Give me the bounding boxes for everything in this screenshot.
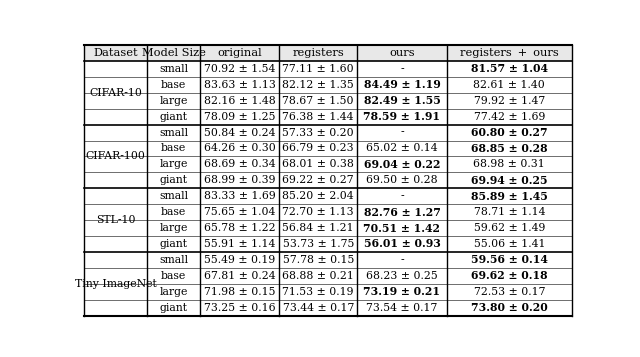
Text: 55.91 ± 1.14: 55.91 ± 1.14 <box>204 239 275 249</box>
Text: ours: ours <box>389 48 415 58</box>
Text: 71.53 ± 0.19: 71.53 ± 0.19 <box>282 287 354 297</box>
Text: 81.57 ± 1.04: 81.57 ± 1.04 <box>471 64 548 74</box>
Text: 68.98 ± 0.31: 68.98 ± 0.31 <box>474 159 545 169</box>
Text: 68.88 ± 0.21: 68.88 ± 0.21 <box>282 271 354 281</box>
Text: 65.02 ± 0.14: 65.02 ± 0.14 <box>366 144 438 154</box>
Text: 68.01 ± 0.38: 68.01 ± 0.38 <box>282 159 354 169</box>
Text: 55.06 ± 1.41: 55.06 ± 1.41 <box>474 239 545 249</box>
Text: 83.33 ± 1.69: 83.33 ± 1.69 <box>204 191 276 201</box>
Text: 66.79 ± 0.23: 66.79 ± 0.23 <box>282 144 354 154</box>
Text: -: - <box>400 127 404 137</box>
Text: 76.38 ± 1.44: 76.38 ± 1.44 <box>282 112 354 122</box>
Text: small: small <box>159 64 188 74</box>
Text: CIFAR-100: CIFAR-100 <box>86 151 146 161</box>
Text: small: small <box>159 191 188 201</box>
Text: -: - <box>400 255 404 265</box>
Text: giant: giant <box>160 239 188 249</box>
Text: 67.81 ± 0.24: 67.81 ± 0.24 <box>204 271 275 281</box>
Text: registers  +  ours: registers + ours <box>460 48 559 58</box>
Text: 60.80 ± 0.27: 60.80 ± 0.27 <box>471 127 548 138</box>
Text: 77.11 ± 1.60: 77.11 ± 1.60 <box>282 64 354 74</box>
Text: 56.01 ± 0.93: 56.01 ± 0.93 <box>364 238 440 250</box>
Text: 78.09 ± 1.25: 78.09 ± 1.25 <box>204 112 275 122</box>
Text: registers: registers <box>292 48 344 58</box>
Text: base: base <box>161 271 186 281</box>
Text: 83.63 ± 1.13: 83.63 ± 1.13 <box>204 80 276 90</box>
Text: 70.92 ± 1.54: 70.92 ± 1.54 <box>204 64 275 74</box>
Text: 50.84 ± 0.24: 50.84 ± 0.24 <box>204 127 275 137</box>
Text: large: large <box>159 287 188 297</box>
Text: 68.85 ± 0.28: 68.85 ± 0.28 <box>471 143 548 154</box>
Text: -: - <box>400 191 404 201</box>
Text: 68.99 ± 0.39: 68.99 ± 0.39 <box>204 175 275 185</box>
Text: 73.80 ± 0.20: 73.80 ± 0.20 <box>471 302 548 313</box>
Text: 68.69 ± 0.34: 68.69 ± 0.34 <box>204 159 275 169</box>
Text: 73.54 ± 0.17: 73.54 ± 0.17 <box>366 303 438 313</box>
Text: 82.61 ± 1.40: 82.61 ± 1.40 <box>474 80 545 90</box>
Text: 70.51 ± 1.42: 70.51 ± 1.42 <box>364 222 440 233</box>
Text: base: base <box>161 144 186 154</box>
Text: 73.25 ± 0.16: 73.25 ± 0.16 <box>204 303 275 313</box>
Text: Tiny ImageNet: Tiny ImageNet <box>75 279 157 289</box>
Text: 82.12 ± 1.35: 82.12 ± 1.35 <box>282 80 354 90</box>
Text: 68.23 ± 0.25: 68.23 ± 0.25 <box>366 271 438 281</box>
Text: small: small <box>159 127 188 137</box>
Text: 73.44 ± 0.17: 73.44 ± 0.17 <box>282 303 354 313</box>
Text: 82.16 ± 1.48: 82.16 ± 1.48 <box>204 96 276 106</box>
Text: 65.78 ± 1.22: 65.78 ± 1.22 <box>204 223 275 233</box>
Text: 69.22 ± 0.27: 69.22 ± 0.27 <box>282 175 354 185</box>
Text: large: large <box>159 159 188 169</box>
Text: 72.70 ± 1.13: 72.70 ± 1.13 <box>282 207 354 217</box>
Text: 72.53 ± 0.17: 72.53 ± 0.17 <box>474 287 545 297</box>
Text: CIFAR-10: CIFAR-10 <box>89 88 142 98</box>
Text: STL-10: STL-10 <box>96 215 136 225</box>
Text: 55.49 ± 0.19: 55.49 ± 0.19 <box>204 255 275 265</box>
Text: 69.50 ± 0.28: 69.50 ± 0.28 <box>366 175 438 185</box>
Text: 69.62 ± 0.18: 69.62 ± 0.18 <box>471 270 548 281</box>
Text: large: large <box>159 96 188 106</box>
Text: 75.65 ± 1.04: 75.65 ± 1.04 <box>204 207 275 217</box>
Text: 77.42 ± 1.69: 77.42 ± 1.69 <box>474 112 545 122</box>
Text: 73.19 ± 0.21: 73.19 ± 0.21 <box>364 286 440 297</box>
Text: 85.20 ± 2.04: 85.20 ± 2.04 <box>282 191 354 201</box>
Text: base: base <box>161 207 186 217</box>
Text: 53.73 ± 1.75: 53.73 ± 1.75 <box>282 239 354 249</box>
Text: Dataset: Dataset <box>93 48 138 58</box>
Text: 71.98 ± 0.15: 71.98 ± 0.15 <box>204 287 275 297</box>
Text: 82.49 ± 1.55: 82.49 ± 1.55 <box>364 95 440 106</box>
Text: 78.71 ± 1.14: 78.71 ± 1.14 <box>474 207 545 217</box>
Text: 79.92 ± 1.47: 79.92 ± 1.47 <box>474 96 545 106</box>
Text: 78.67 ± 1.50: 78.67 ± 1.50 <box>282 96 354 106</box>
Text: 78.59 ± 1.91: 78.59 ± 1.91 <box>364 111 440 122</box>
Bar <box>84 45 572 61</box>
Text: 84.49 ± 1.19: 84.49 ± 1.19 <box>364 79 440 90</box>
Text: 59.56 ± 0.14: 59.56 ± 0.14 <box>471 254 548 265</box>
Text: giant: giant <box>160 175 188 185</box>
Text: large: large <box>159 223 188 233</box>
Text: small: small <box>159 255 188 265</box>
Text: 57.78 ± 0.15: 57.78 ± 0.15 <box>282 255 354 265</box>
Text: giant: giant <box>160 112 188 122</box>
Text: -: - <box>400 64 404 74</box>
Text: 69.04 ± 0.22: 69.04 ± 0.22 <box>364 159 440 170</box>
Text: 64.26 ± 0.30: 64.26 ± 0.30 <box>204 144 276 154</box>
Text: 82.76 ± 1.27: 82.76 ± 1.27 <box>364 207 440 218</box>
Text: 85.89 ± 1.45: 85.89 ± 1.45 <box>471 191 548 202</box>
Text: 69.94 ± 0.25: 69.94 ± 0.25 <box>471 175 548 186</box>
Text: Model Size: Model Size <box>142 48 205 58</box>
Text: 56.84 ± 1.21: 56.84 ± 1.21 <box>282 223 354 233</box>
Text: original: original <box>218 48 262 58</box>
Text: giant: giant <box>160 303 188 313</box>
Text: 59.62 ± 1.49: 59.62 ± 1.49 <box>474 223 545 233</box>
Text: base: base <box>161 80 186 90</box>
Text: 57.33 ± 0.20: 57.33 ± 0.20 <box>282 127 354 137</box>
